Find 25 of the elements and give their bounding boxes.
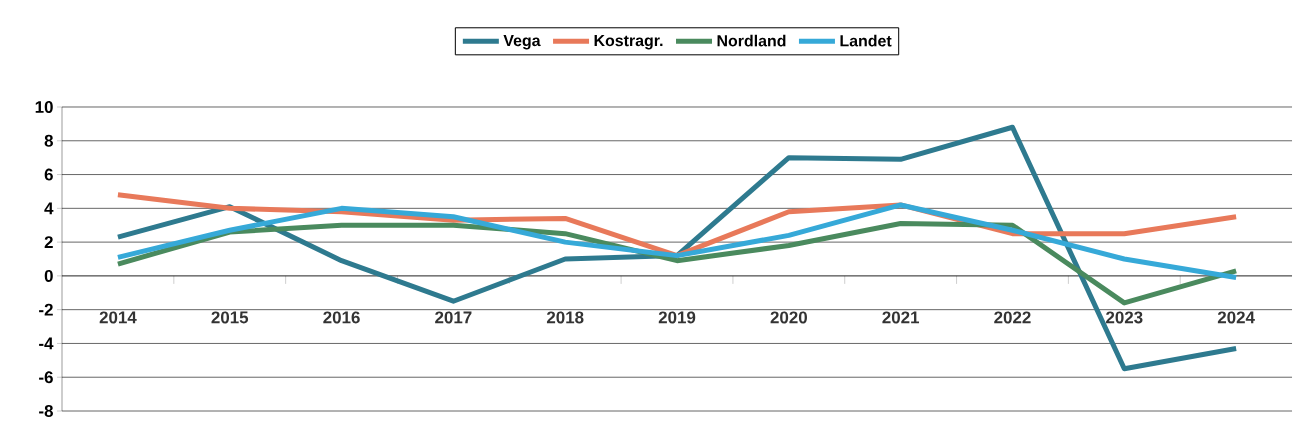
x-tick-label: 2016 [323,311,360,324]
legend-label: Vega [503,35,541,50]
x-tick-label: 2020 [770,311,807,324]
y-tick-label: 0 [44,269,53,282]
legend-label: Landet [840,34,892,47]
y-tick-label: 2 [44,236,53,249]
y-tick-label: -8 [39,405,53,417]
x-tick-label: 2015 [211,311,249,324]
y-tick-label: -2 [39,303,53,316]
y-tick-label: 6 [44,168,53,181]
x-tick-label: 2022 [994,311,1031,324]
y-tick-label: 4 [44,202,54,215]
x-tick-label: 2024 [1217,311,1255,324]
x-tick-label: 2018 [546,311,584,324]
x-tick-label: 2017 [435,311,472,324]
legend-label: Kostragr. [594,35,663,50]
x-tick-label: 2014 [99,311,137,324]
y-tick-label: -4 [39,337,54,350]
legend-label: Nordland [717,34,786,47]
y-tick-label: 8 [44,134,53,147]
x-tick-label: 2021 [882,311,920,324]
x-tick-label: 2019 [658,311,696,324]
y-tick-label: -6 [39,371,53,384]
y-tick-label: 10 [35,101,53,113]
x-tick-label: 2023 [1106,311,1143,324]
